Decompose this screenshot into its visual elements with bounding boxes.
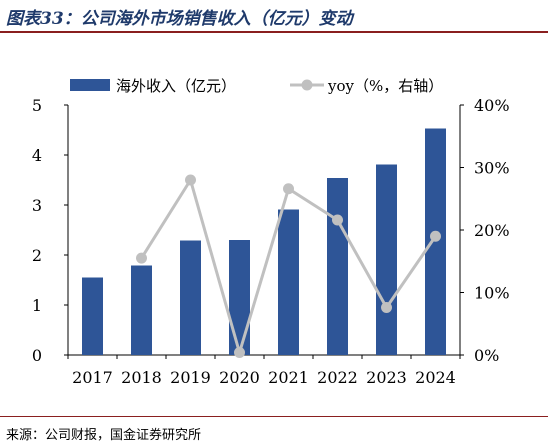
right-tick-label: 40% <box>474 96 510 115</box>
yoy-point <box>283 183 294 195</box>
x-tick-label: 2023 <box>366 368 407 387</box>
legend-swatch-marker <box>301 79 313 91</box>
bar <box>376 164 397 355</box>
right-tick-label: 20% <box>474 221 510 240</box>
x-tick-label: 2017 <box>72 368 113 387</box>
yoy-point <box>430 230 441 242</box>
yoy-point <box>332 214 343 226</box>
source-note: 来源：公司财报，国金证券研究所 <box>6 428 202 443</box>
left-tick-label: 5 <box>32 96 42 115</box>
left-tick-label: 2 <box>32 246 42 265</box>
x-tick-label: 2019 <box>170 368 211 387</box>
x-tick-label: 2020 <box>219 368 260 387</box>
bar <box>229 240 250 355</box>
legend-label-bars: 海外收入（亿元） <box>116 77 236 95</box>
left-tick-label: 3 <box>32 196 42 215</box>
title-rule <box>0 31 548 33</box>
chart-title: 图表33：公司海外市场销售收入（亿元）变动 <box>6 9 353 29</box>
yoy-point <box>381 302 392 313</box>
left-tick-label: 0 <box>32 346 42 365</box>
bar <box>180 240 201 355</box>
bar <box>327 178 348 355</box>
right-tick-label: 0% <box>474 346 499 365</box>
left-tick-label: 1 <box>32 296 42 315</box>
x-tick-label: 2022 <box>317 368 358 387</box>
x-tick-label: 2024 <box>415 368 456 387</box>
bar <box>131 265 152 355</box>
yoy-point <box>136 252 147 264</box>
yoy-point <box>185 174 196 186</box>
source-rule <box>0 416 548 417</box>
bar <box>278 209 299 355</box>
right-tick-label: 30% <box>474 159 510 178</box>
x-tick-label: 2018 <box>121 368 162 387</box>
left-tick-label: 4 <box>32 146 42 165</box>
legend-swatch-bars <box>70 79 110 91</box>
x-tick-label: 2021 <box>268 368 309 387</box>
right-tick-label: 10% <box>474 284 510 303</box>
yoy-point <box>234 347 245 358</box>
legend-label-line: yoy（%，右轴） <box>327 77 443 95</box>
bar <box>82 277 103 355</box>
